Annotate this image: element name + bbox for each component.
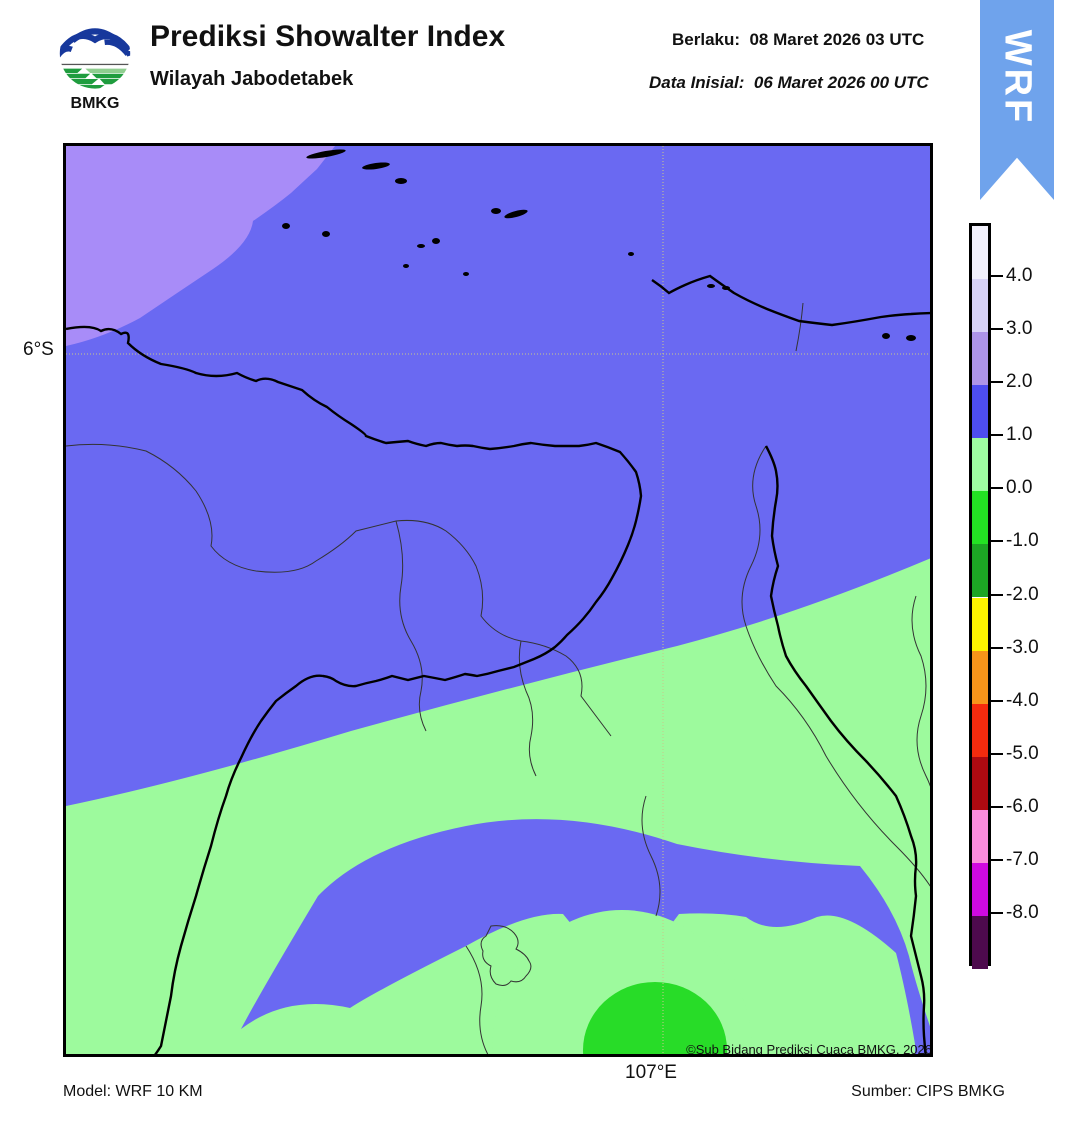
svg-text:©Sub Bidang Prediksi Cuaca BMK: ©Sub Bidang Prediksi Cuaca BMKG, 2026	[686, 1042, 932, 1057]
